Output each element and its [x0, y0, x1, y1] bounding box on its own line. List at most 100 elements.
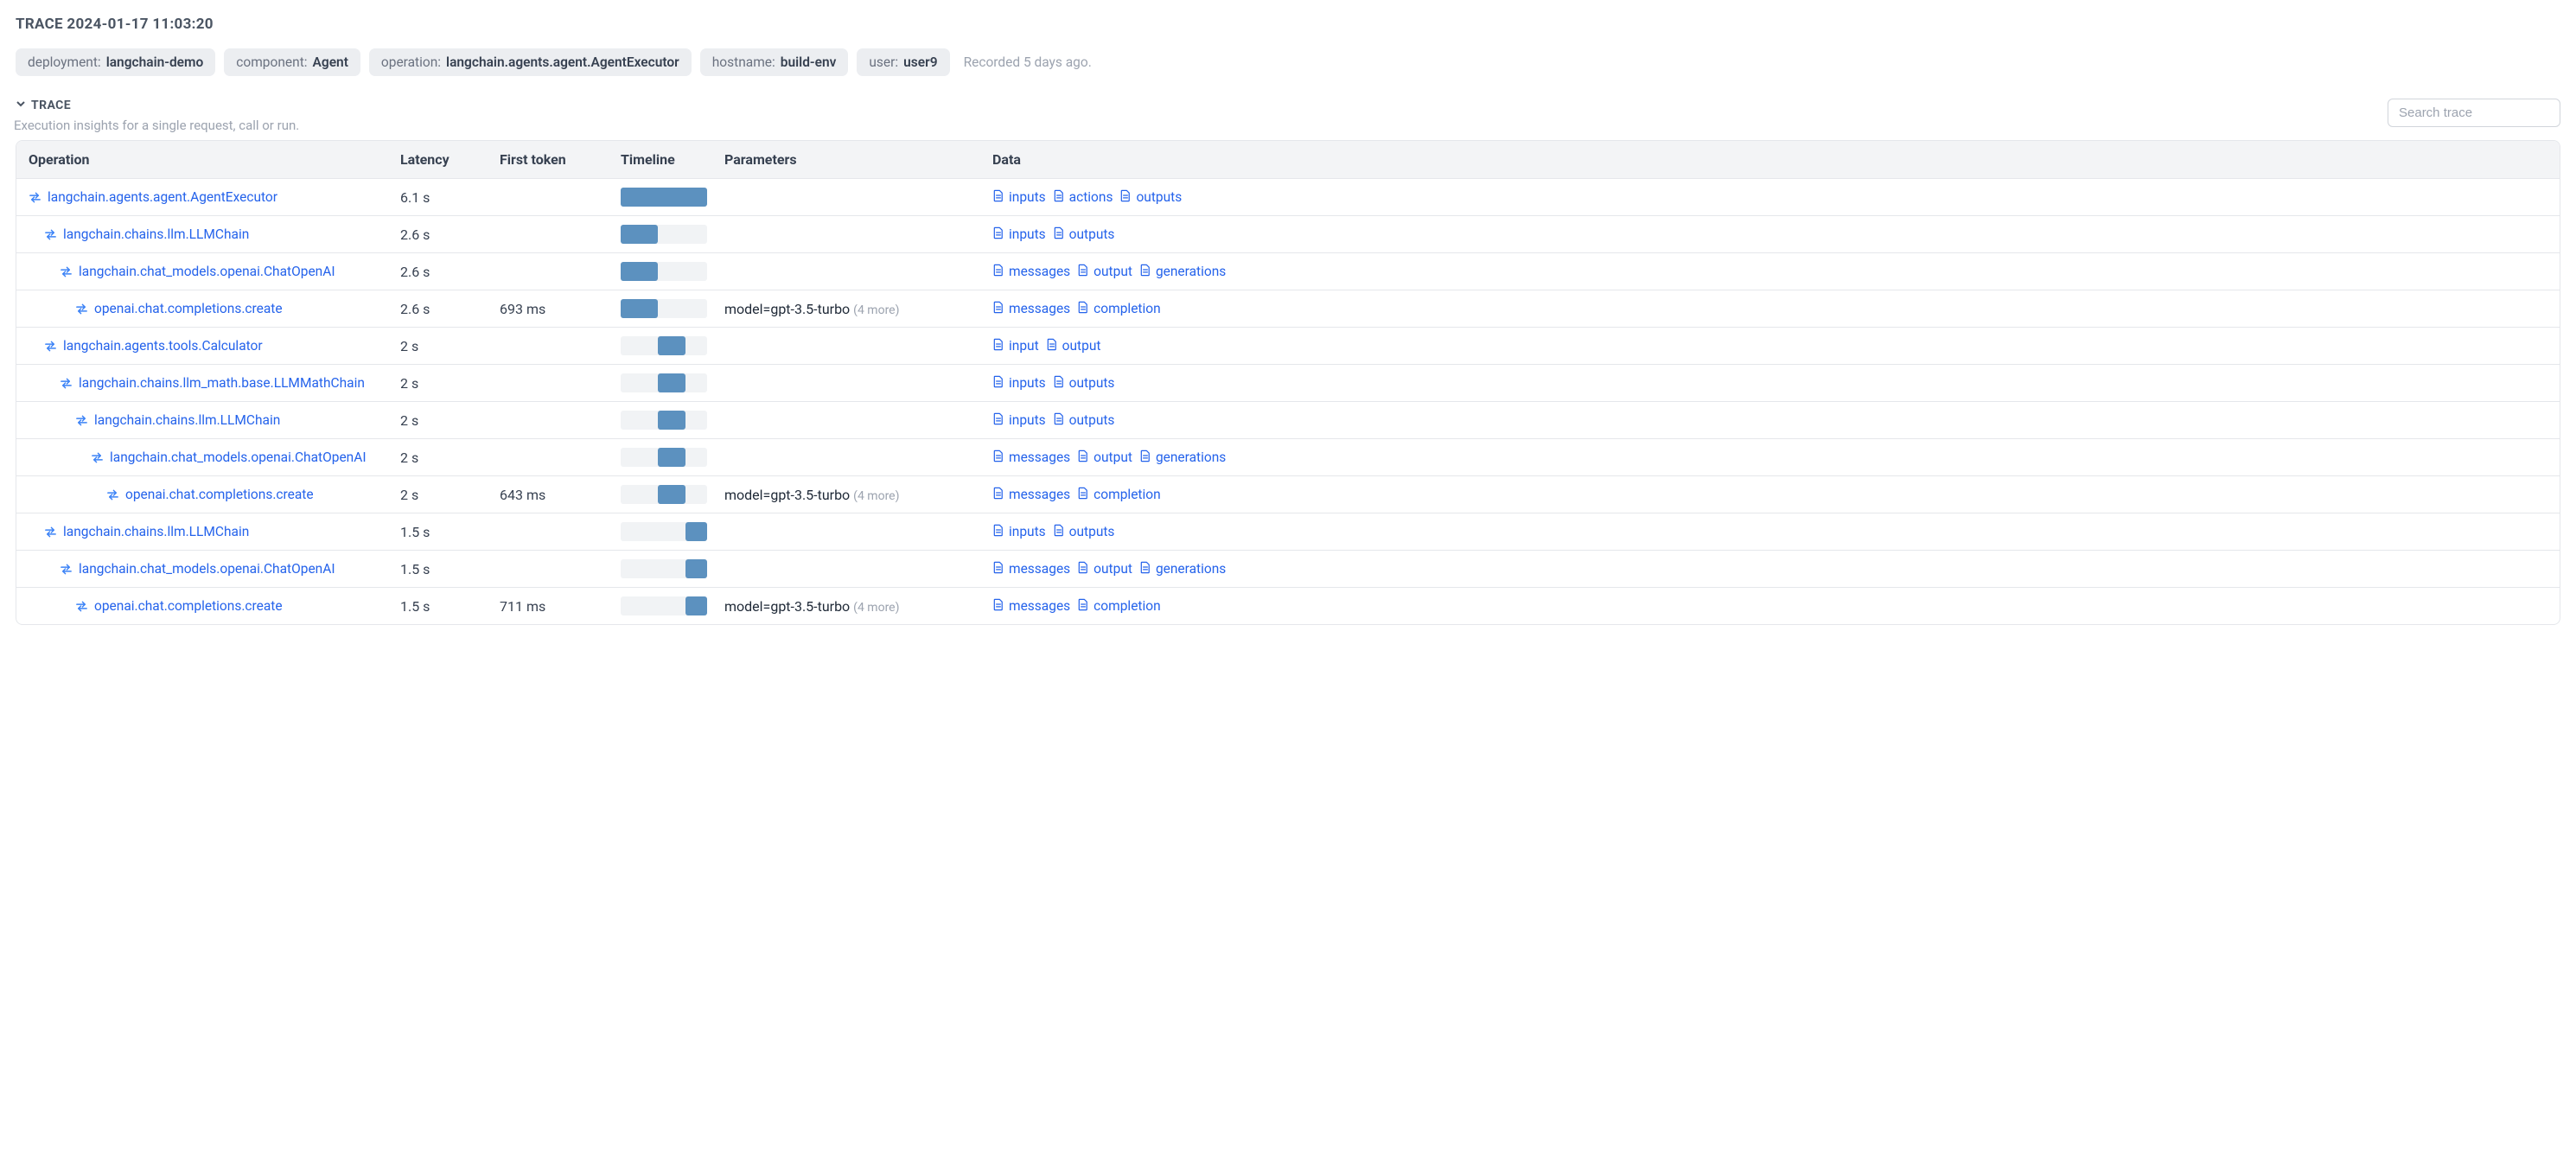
data-chip[interactable]: output [1077, 450, 1132, 466]
tag-pill[interactable]: operation:langchain.agents.agent.AgentEx… [369, 48, 692, 76]
data-chip[interactable]: outputs [1053, 412, 1115, 429]
operation-cell[interactable]: langchain.chains.llm.LLMChain [29, 524, 400, 539]
data-chip[interactable]: messages [992, 598, 1070, 615]
data-chip[interactable]: generations [1139, 561, 1226, 577]
data-chip-label: messages [1009, 598, 1070, 614]
document-icon [1077, 598, 1089, 615]
parameters-more[interactable]: (4 more) [853, 601, 899, 615]
timeline-bar [621, 299, 658, 318]
tag-pill[interactable]: component:Agent [224, 48, 360, 76]
data-chip[interactable]: messages [992, 264, 1070, 280]
data-chip[interactable]: inputs [992, 524, 1046, 540]
data-cell: inputs outputs [992, 524, 2547, 540]
parameter-text: model=gpt-3.5-turbo [724, 598, 850, 615]
data-chip-label: inputs [1009, 524, 1046, 539]
timeline-bar [658, 485, 686, 504]
data-cell: inputs outputs [992, 375, 2547, 392]
data-chip[interactable]: outputs [1053, 375, 1115, 392]
tag-pill[interactable]: deployment:langchain-demo [16, 48, 215, 76]
data-chip[interactable]: messages [992, 487, 1070, 503]
timeline-track [621, 336, 707, 355]
data-chip[interactable]: inputs [992, 412, 1046, 429]
operation-cell[interactable]: langchain.chains.llm.LLMChain [29, 226, 400, 242]
table-row: openai.chat.completions.create2 s643 msm… [16, 476, 2560, 513]
data-chip[interactable]: output [1077, 561, 1132, 577]
document-icon [1053, 524, 1065, 540]
col-operation: Operation [29, 151, 400, 168]
data-chip-label: outputs [1069, 412, 1115, 428]
data-chip[interactable]: completion [1077, 301, 1160, 317]
data-chip[interactable]: outputs [1053, 524, 1115, 540]
document-icon [992, 412, 1004, 429]
operation-cell[interactable]: langchain.agents.tools.Calculator [29, 338, 400, 354]
operation-cell[interactable]: openai.chat.completions.create [29, 487, 400, 502]
timeline-track [621, 262, 707, 281]
document-icon [992, 264, 1004, 280]
data-chip[interactable]: messages [992, 301, 1070, 317]
data-chip[interactable]: inputs [992, 375, 1046, 392]
data-chip[interactable]: outputs [1119, 189, 1182, 206]
timeline-cell [621, 596, 724, 615]
data-chip[interactable]: generations [1139, 450, 1226, 466]
operation-cell[interactable]: langchain.chat_models.openai.ChatOpenAI [29, 264, 400, 279]
timeline-cell [621, 336, 724, 355]
data-chip[interactable]: outputs [1053, 226, 1115, 243]
data-chip[interactable]: output [1077, 264, 1132, 280]
data-chip[interactable]: messages [992, 450, 1070, 466]
timeline-cell [621, 188, 724, 207]
tag-pill[interactable]: hostname:build-env [700, 48, 849, 76]
data-chip[interactable]: completion [1077, 598, 1160, 615]
tag-row: deployment:langchain-demo component:Agent… [16, 48, 2560, 76]
timeline-bar [685, 522, 707, 541]
data-chip[interactable]: actions [1053, 189, 1113, 206]
col-parameters: Parameters [724, 151, 992, 168]
operation-cell[interactable]: langchain.chains.llm.LLMChain [29, 412, 400, 428]
first-token-value: 643 ms [500, 487, 621, 503]
data-chip-label: input [1009, 338, 1039, 354]
operation-cell[interactable]: openai.chat.completions.create [29, 301, 400, 316]
operation-name: openai.chat.completions.create [125, 487, 314, 502]
operation-cell[interactable]: langchain.chains.llm_math.base.LLMMathCh… [29, 375, 400, 391]
data-chip[interactable]: input [992, 338, 1039, 354]
search-input[interactable] [2388, 99, 2560, 127]
col-timeline: Timeline [621, 151, 724, 168]
data-chip[interactable]: completion [1077, 487, 1160, 503]
latency-value: 1.5 s [400, 561, 500, 577]
operation-cell[interactable]: openai.chat.completions.create [29, 598, 400, 614]
data-chip-label: inputs [1009, 412, 1046, 428]
first-token-value: 711 ms [500, 598, 621, 615]
data-chip[interactable]: inputs [992, 226, 1046, 243]
data-cell: messages output generations [992, 264, 2547, 280]
latency-value: 2.6 s [400, 301, 500, 317]
timeline-bar [658, 448, 686, 467]
data-chip[interactable]: messages [992, 561, 1070, 577]
data-chip[interactable]: generations [1139, 264, 1226, 280]
operation-cell[interactable]: langchain.chat_models.openai.ChatOpenAI [29, 450, 400, 465]
tag-key: hostname: [712, 54, 775, 70]
swap-icon [75, 414, 88, 427]
parameters-more[interactable]: (4 more) [853, 303, 899, 317]
data-chip[interactable]: inputs [992, 189, 1046, 206]
operation-cell[interactable]: langchain.chat_models.openai.ChatOpenAI [29, 561, 400, 577]
data-cell: messages output generations [992, 450, 2547, 466]
document-icon [1046, 338, 1058, 354]
document-icon [992, 338, 1004, 354]
parameters-more[interactable]: (4 more) [853, 489, 899, 503]
operation-name: langchain.chat_models.openai.ChatOpenAI [110, 450, 367, 465]
document-icon [992, 189, 1004, 206]
data-chip-label: completion [1094, 487, 1160, 502]
timeline-track [621, 299, 707, 318]
data-chip-label: generations [1156, 264, 1226, 279]
timeline-cell [621, 225, 724, 244]
section-toggle[interactable]: TRACE [16, 99, 299, 112]
operation-cell[interactable]: langchain.agents.agent.AgentExecutor [29, 189, 400, 205]
data-chip[interactable]: output [1046, 338, 1101, 354]
tag-pill[interactable]: user:user9 [857, 48, 949, 76]
document-icon [992, 226, 1004, 243]
timeline-bar [658, 411, 686, 430]
timeline-bar [658, 336, 686, 355]
section-subtitle: Execution insights for a single request,… [14, 118, 299, 133]
parameters-cell: model=gpt-3.5-turbo(4 more) [724, 598, 992, 615]
timeline-bar [658, 373, 686, 392]
data-chip-label: inputs [1009, 189, 1046, 205]
